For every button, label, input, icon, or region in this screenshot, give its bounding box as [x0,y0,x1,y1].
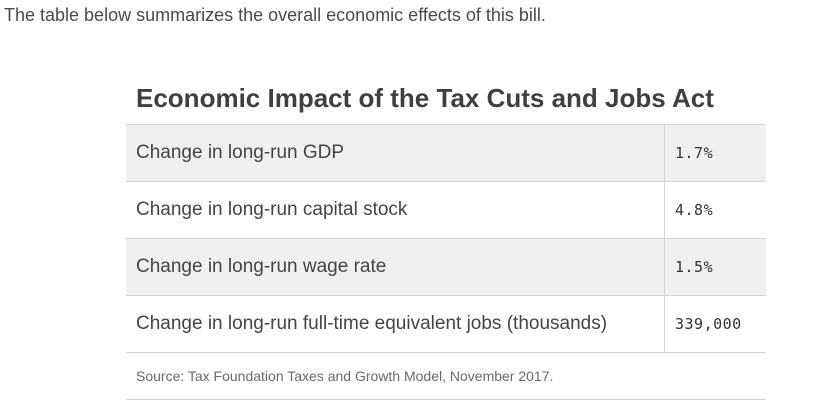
economic-impact-table: Change in long-run GDP 1.7% Change in lo… [126,124,766,400]
row-label: Change in long-run wage rate [126,238,665,296]
row-value: 4.8% [664,181,766,239]
row-value: 1.5% [664,238,766,296]
table-row: Change in long-run full-time equivalent … [126,295,766,353]
row-label: Change in long-run capital stock [126,181,665,239]
row-value: 1.7% [664,124,766,182]
row-label: Change in long-run full-time equivalent … [126,295,665,353]
table-row: Change in long-run GDP 1.7% [126,124,766,182]
table-row: Change in long-run wage rate 1.5% [126,238,766,296]
table-source-row: Source: Tax Foundation Taxes and Growth … [126,352,766,400]
economic-impact-table-container: Economic Impact of the Tax Cuts and Jobs… [126,78,766,400]
source-note: Source: Tax Foundation Taxes and Growth … [126,352,766,400]
row-label: Change in long-run GDP [126,124,665,182]
table-title: Economic Impact of the Tax Cuts and Jobs… [136,83,714,113]
intro-text: The table below summarizes the overall e… [4,5,546,25]
table-row: Change in long-run capital stock 4.8% [126,181,766,239]
row-value: 339,000 [664,295,766,353]
